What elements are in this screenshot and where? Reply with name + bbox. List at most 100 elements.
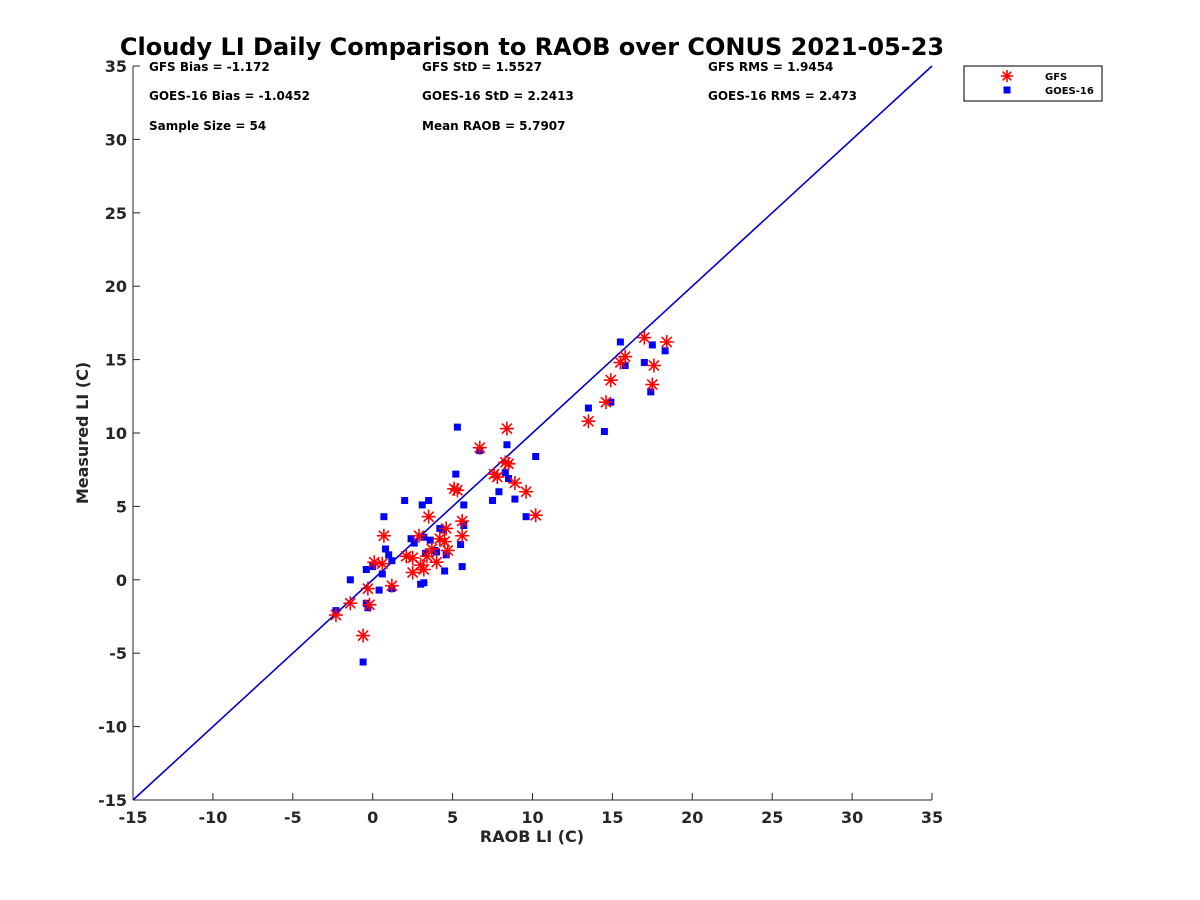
- goes-16-point: [425, 497, 433, 505]
- gfs-point: [375, 556, 390, 571]
- goes-16-point: [401, 497, 409, 505]
- stat-text: GOES-16 StD = 2.2413: [422, 89, 574, 103]
- gfs-point: [416, 562, 431, 577]
- gfs-point: [455, 528, 470, 543]
- y-tick-label: 25: [105, 204, 127, 223]
- gfs-point: [581, 414, 596, 429]
- series-gfs: [328, 330, 674, 643]
- goes-16-point: [600, 428, 608, 436]
- one-to-one-line: [132, 65, 933, 801]
- series-layer: [328, 330, 674, 666]
- x-tick-label: 10: [521, 808, 543, 827]
- goes-16-point: [362, 599, 370, 607]
- stat-text: GOES-16 Bias = -1.0452: [149, 89, 310, 103]
- gfs-point: [360, 581, 375, 596]
- goes-16-point: [511, 495, 519, 503]
- goes-16-point: [505, 475, 513, 483]
- y-tick-label: -5: [109, 644, 127, 663]
- x-tick-label: 30: [841, 808, 863, 827]
- gfs-point: [490, 470, 505, 485]
- goes-16-point: [621, 361, 629, 369]
- x-tick-label: 15: [601, 808, 623, 827]
- goes-16-point: [421, 549, 429, 557]
- goes-16-point: [457, 541, 465, 549]
- y-tick-label: 5: [116, 497, 127, 516]
- y-tick-label: -10: [98, 718, 127, 737]
- gfs-point: [328, 608, 343, 623]
- y-tick-label: 15: [105, 351, 127, 370]
- goes-16-point: [369, 563, 377, 571]
- stat-text: GFS Bias = -1.172: [149, 60, 270, 74]
- stat-text: GFS RMS = 1.9454: [708, 60, 833, 74]
- goes-16-point: [532, 452, 540, 460]
- goes-16-point: [375, 586, 383, 594]
- legend-label: GFS: [1045, 72, 1067, 83]
- goes-16-point: [640, 359, 648, 367]
- x-tick-label: -15: [119, 808, 148, 827]
- y-tick-label: 35: [105, 57, 127, 76]
- gfs-point: [499, 421, 514, 436]
- goes-16-point: [522, 513, 530, 521]
- gfs-point: [367, 555, 382, 570]
- legend-box: [963, 65, 1103, 102]
- goes-16-point: [489, 497, 497, 505]
- stat-text: GOES-16 RMS = 2.473: [708, 89, 857, 103]
- gfs-point: [659, 334, 674, 349]
- y-tick-label: 0: [116, 571, 127, 590]
- x-ticks: -15 -10 -5 0 5 10 15 20 25 30 35: [119, 793, 943, 827]
- goes-16-point: [458, 563, 466, 571]
- gfs-point: [637, 330, 652, 345]
- goes-16-point: [410, 539, 418, 547]
- x-tick-label: 0: [367, 808, 378, 827]
- goes-16-point: [584, 404, 592, 412]
- goes-16-point: [616, 338, 624, 346]
- y-tick-label: 30: [105, 130, 127, 149]
- gfs-point: [528, 508, 543, 523]
- stat-text: Sample Size = 54: [149, 119, 266, 133]
- goes-16-point: [388, 557, 396, 565]
- gfs-point: [384, 578, 399, 593]
- x-tick-label: -5: [284, 808, 302, 827]
- goes-16-point: [460, 521, 468, 529]
- gfs-point: [646, 358, 661, 373]
- gfs-point: [603, 373, 618, 388]
- goes-16-point: [385, 551, 393, 559]
- y-ticks: -15 -10 -5 0 5 10 15 20 25 30 35: [98, 57, 140, 810]
- stat-text: GFS StD = 1.5527: [422, 60, 542, 74]
- goes-16-point: [453, 423, 461, 431]
- y-axis-label: Measured LI (C): [73, 362, 92, 504]
- gfs-point: [599, 395, 614, 410]
- gfs-point: [519, 484, 534, 499]
- gfs-point: [472, 440, 487, 455]
- x-tick-label: 20: [681, 808, 703, 827]
- goes-16-point: [362, 566, 370, 574]
- y-tick-label: 10: [105, 424, 127, 443]
- goes-16-point: [648, 341, 656, 349]
- gfs-point: [439, 521, 454, 536]
- goes-16-point: [418, 501, 426, 509]
- goes-16-point: [420, 579, 428, 587]
- gfs-point: [343, 596, 358, 611]
- gfs-point: [450, 483, 465, 498]
- goes-16-point: [380, 513, 388, 521]
- gfs-point: [613, 355, 628, 370]
- goes-16-point: [378, 570, 386, 578]
- legend-item: GOES-16: [1003, 86, 1094, 97]
- gfs-point: [424, 541, 439, 556]
- legend-goes-16-marker: [1003, 86, 1011, 94]
- x-tick-label: 25: [761, 808, 783, 827]
- goes-16-point: [495, 488, 503, 496]
- goes-16-point: [647, 388, 655, 396]
- plot-area: -15 -10 -5 0 5 10 15 20 25 30 35 -15 -10 -5 0 5 10 15 20 2…: [98, 57, 943, 827]
- gfs-point: [618, 349, 633, 364]
- goes-16-point: [433, 548, 441, 556]
- legend-item: GFS: [1001, 70, 1067, 83]
- gfs-point: [421, 509, 436, 524]
- stat-text: Mean RAOB = 5.7907: [422, 119, 566, 133]
- x-axis-label: RAOB LI (C): [480, 827, 584, 846]
- goes-16-point: [503, 441, 511, 449]
- goes-16-point: [501, 469, 509, 477]
- x-tick-label: -10: [198, 808, 227, 827]
- goes-16-point: [426, 536, 434, 544]
